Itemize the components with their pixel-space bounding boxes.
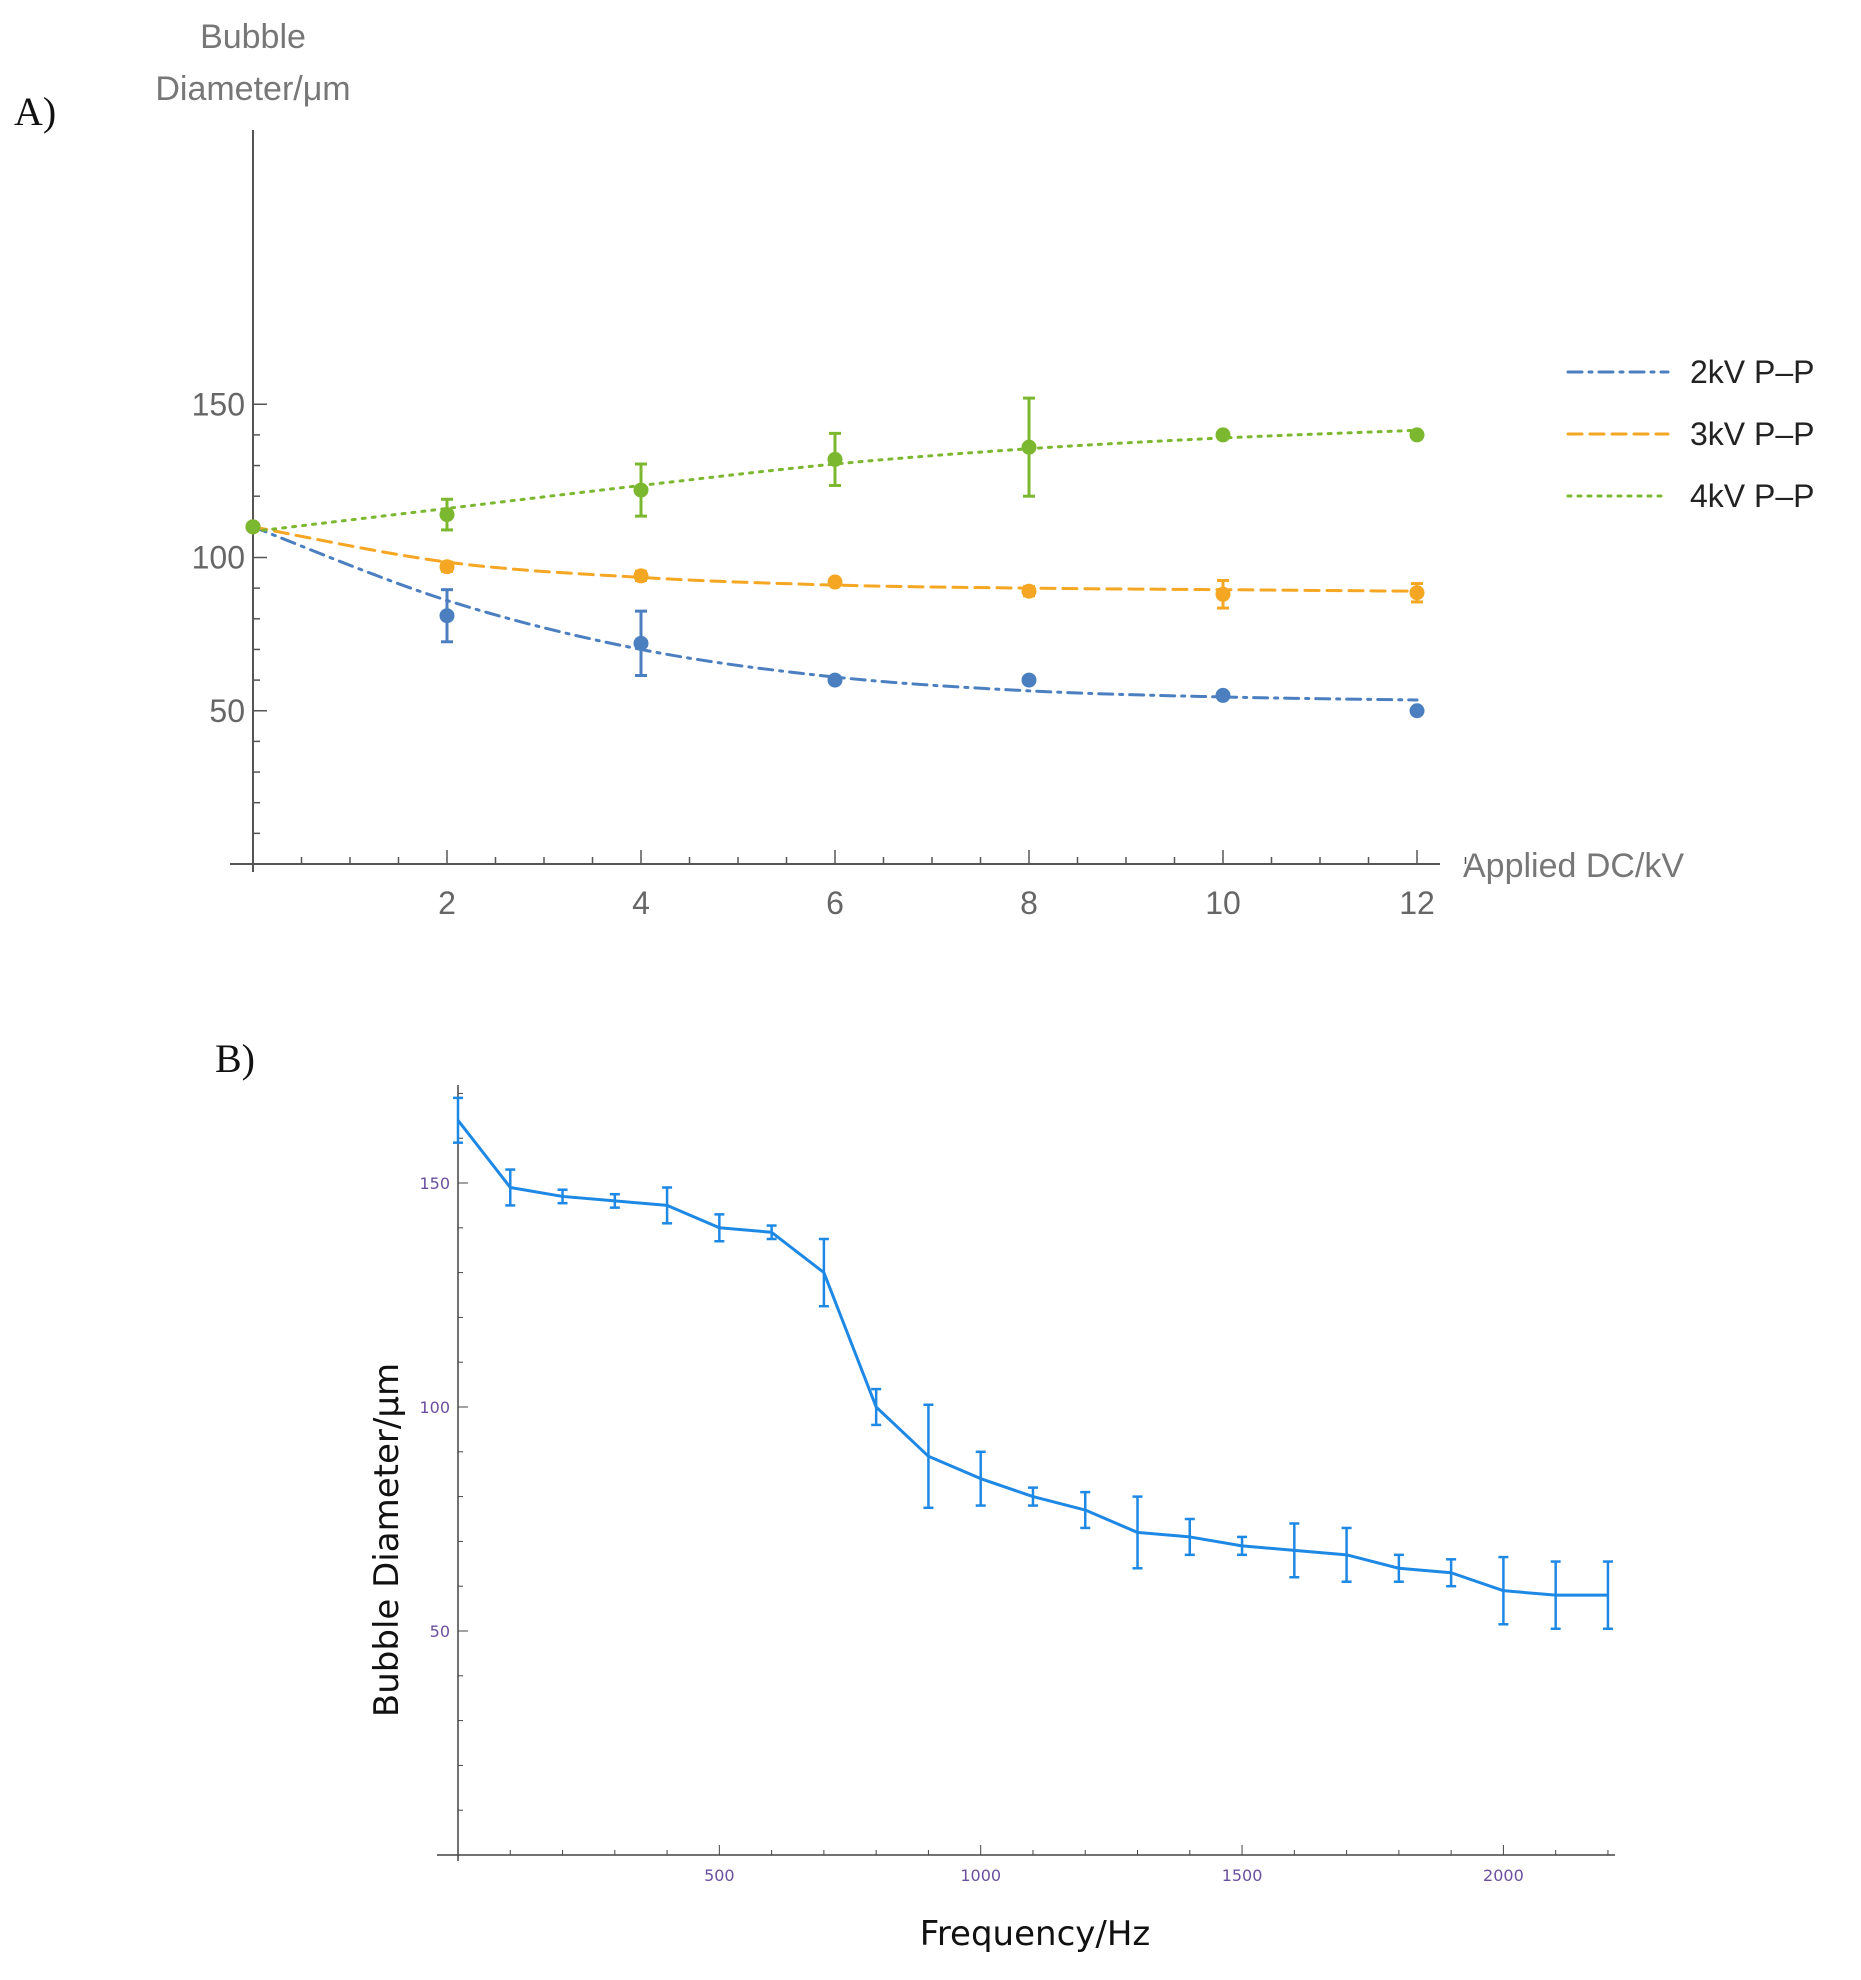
chart-a-x-tick-label: 6 [826, 885, 844, 921]
chart-b-axes: 500 1000 1500 2000 50 100 150 [419, 1085, 1615, 1885]
chart-a-axes: 2 4 6 8 10 12 50 100 150 [192, 130, 1467, 921]
chart-a-x-tick-label: 10 [1205, 885, 1241, 921]
chart-a-ylabel-line2: Diameter/μm [155, 70, 350, 108]
chart-a-point [1215, 427, 1231, 443]
chart-a-y-tick-label: 50 [209, 693, 245, 729]
chart-b-x-tick-label: 2000 [1483, 1866, 1524, 1885]
chart-a-point [1409, 585, 1425, 601]
chart-a-point [1021, 583, 1037, 599]
chart-b-y-tick-label: 50 [430, 1622, 450, 1641]
chart-a-x-tick-label: 8 [1020, 885, 1038, 921]
chart-b: 500 1000 1500 2000 50 100 150 Frequency/Hz Bub… [367, 1085, 1615, 1954]
chart-a-point [245, 519, 261, 535]
chart-a-point [1215, 687, 1231, 703]
chart-a-point [827, 451, 843, 467]
chart-b-ylabel: Bubble Diameter/μm [367, 1363, 407, 1717]
chart-b-xlabel: Frequency/Hz [920, 1914, 1151, 1954]
chart-a-point [827, 672, 843, 688]
chart-a: 2 4 6 8 10 12 50 100 150 2kV P–P 3kV P–P 4kV P–P B… [155, 18, 1815, 921]
legend-label-3kv: 3kV P–P [1690, 416, 1815, 452]
chart-a-point [633, 635, 649, 651]
chart-a-point [633, 568, 649, 584]
chart-a-point [439, 559, 455, 575]
chart-a-xlabel: Applied DC/kV [1463, 847, 1684, 885]
chart-a-points [245, 396, 1425, 719]
chart-b-x-tick-label: 1500 [1222, 1866, 1263, 1885]
legend-label-4kv: 4kV P–P [1690, 478, 1815, 514]
chart-a-point [1021, 672, 1037, 688]
chart-b-series-line [456, 1119, 1608, 1597]
chart-a-x-tick-label: 2 [438, 885, 456, 921]
panel-a-label: A) [14, 89, 57, 134]
chart-a-ylabel-line1: Bubble [200, 18, 306, 56]
chart-a-y-tick-label: 100 [192, 540, 245, 576]
chart-a-point [633, 482, 649, 498]
chart-a-point [1021, 439, 1037, 455]
panel-b-label: B) [215, 1036, 255, 1081]
chart-a-point [1215, 586, 1231, 602]
chart-a-point [1409, 427, 1425, 443]
legend-label-2kv: 2kV P–P [1690, 354, 1815, 390]
chart-a-x-tick-label: 12 [1399, 885, 1435, 921]
chart-b-series [453, 1096, 1613, 1631]
chart-b-y-tick-label: 100 [419, 1398, 450, 1417]
chart-b-y-tick-label: 150 [419, 1174, 450, 1193]
chart-a-point [439, 608, 455, 624]
chart-a-y-tick-label: 150 [192, 386, 245, 422]
chart-a-legend: 2kV P–P 3kV P–P 4kV P–P [1566, 354, 1815, 514]
chart-a-point [1409, 703, 1425, 719]
chart-b-x-tick-label: 1000 [960, 1866, 1001, 1885]
chart-a-point [827, 574, 843, 590]
chart-a-point [439, 507, 455, 523]
chart-a-x-tick-label: 4 [632, 885, 650, 921]
chart-b-x-tick-label: 500 [704, 1866, 735, 1885]
